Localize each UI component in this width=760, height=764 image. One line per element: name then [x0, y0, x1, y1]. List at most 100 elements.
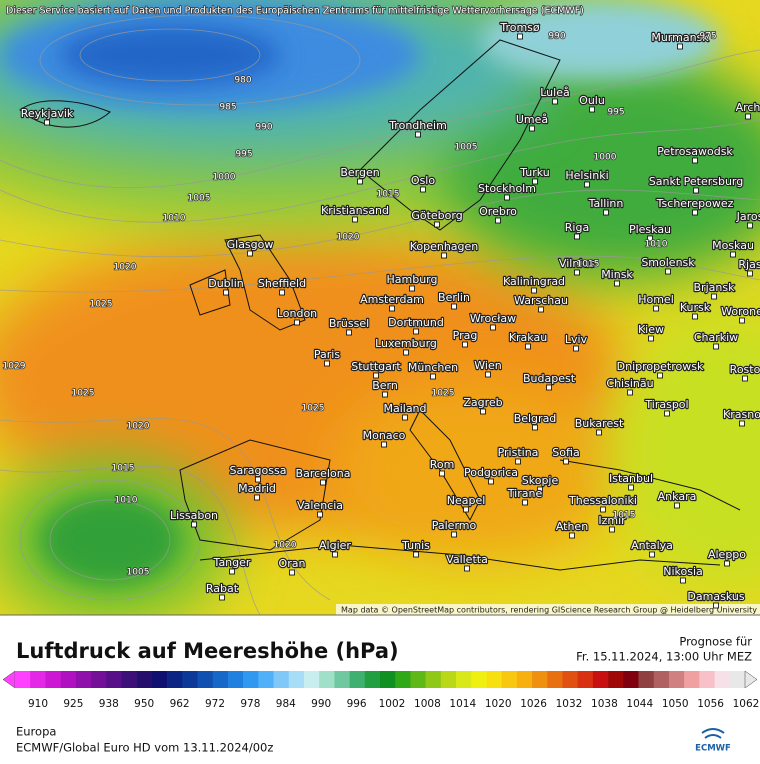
colorbar-segment — [319, 671, 335, 688]
colorbar-segment — [288, 671, 305, 688]
city-marker — [420, 186, 426, 193]
city-marker — [532, 424, 538, 431]
city-label: Kopenhagen — [410, 240, 479, 253]
city-label: Tanger — [213, 556, 251, 569]
colorbar-segment — [486, 671, 502, 688]
forecast-time: Fr. 15.11.2024, 13:00 Uhr MEZ — [576, 650, 752, 664]
colorbar-segment — [684, 671, 700, 688]
city-marker — [609, 526, 615, 533]
city-label: Turku — [519, 166, 550, 179]
city-marker — [674, 502, 680, 509]
colorbar-segment — [592, 671, 609, 688]
colorbar-segment — [608, 671, 624, 688]
city-marker — [742, 375, 748, 382]
colorbar-tick-label: 1002 — [379, 698, 406, 710]
colorbar-tick-label: 1050 — [662, 698, 689, 710]
city-label: Bukarest — [575, 417, 624, 430]
city-label: Prag — [453, 329, 478, 342]
city-marker — [552, 98, 558, 105]
city-marker — [439, 470, 445, 477]
city-marker — [463, 506, 469, 513]
isobar-label: 1005 — [188, 194, 211, 204]
city-marker — [223, 289, 229, 296]
city-label: Pristina — [498, 446, 539, 459]
city-marker — [537, 486, 543, 493]
city-label: Vilnius — [559, 257, 595, 270]
city-marker — [745, 113, 751, 120]
city-marker — [247, 250, 253, 257]
city-label: Monaco — [363, 429, 406, 442]
city-label: Riga — [565, 221, 589, 234]
city-label: London — [277, 307, 317, 320]
colorbar-segment — [638, 671, 655, 688]
city-label: Paris — [314, 348, 340, 361]
city-marker — [413, 551, 419, 558]
city-marker — [332, 551, 338, 558]
city-label: Luleå — [540, 86, 569, 99]
city-label: Bergen — [340, 166, 379, 179]
city-label: Trondheim — [388, 119, 447, 132]
city-label: Pleskau — [629, 223, 671, 236]
city-label: Saragossa — [230, 464, 287, 477]
isobar-label: 995 — [607, 108, 624, 118]
city-marker — [677, 43, 683, 50]
logo-icon — [701, 728, 725, 739]
colorbar-segment — [349, 671, 366, 688]
city-label: Rabat — [206, 582, 239, 595]
city-marker — [464, 565, 470, 572]
city-marker — [451, 303, 457, 310]
colorbar-segment — [699, 671, 715, 688]
colorbar-segment — [91, 671, 107, 688]
city-marker — [191, 521, 197, 528]
colorbar-segment — [410, 671, 426, 688]
city-label: Istanbul — [609, 472, 653, 485]
city-marker — [357, 178, 363, 185]
isobar-label: 1015 — [112, 464, 135, 474]
city-marker — [480, 408, 486, 415]
colorbar-segment — [136, 671, 153, 688]
city-label: Nikosia — [663, 565, 703, 578]
city-label: Tunis — [401, 539, 430, 552]
city-marker — [403, 349, 409, 356]
colorbar-segment — [182, 671, 198, 688]
city-label: Rosto — [730, 363, 760, 376]
city-label: Athen — [556, 520, 588, 533]
isobar-label: 980 — [234, 76, 251, 86]
city-marker — [451, 531, 457, 538]
city-label: Hamburg — [387, 273, 438, 286]
city-label: Minsk — [601, 268, 633, 281]
city-marker — [229, 568, 235, 575]
city-marker — [693, 187, 699, 194]
colorbar-segment — [562, 671, 579, 688]
city-marker — [317, 511, 323, 518]
city-label: Jaros — [736, 210, 760, 223]
colorbar-tick-label: 950 — [134, 698, 154, 710]
colorbar-segment — [668, 671, 685, 688]
city-label: Petrosawodsk — [657, 145, 733, 158]
city-label: Amsterdam — [360, 293, 424, 306]
isobar-label: 1010 — [115, 496, 138, 506]
city-label: Oslo — [411, 174, 435, 187]
city-marker — [653, 305, 659, 312]
city-label: Göteborg — [411, 209, 462, 222]
colorbar-segment — [471, 671, 487, 688]
city-marker — [603, 209, 609, 216]
colorbar-tick-label: 972 — [205, 698, 225, 710]
colorbar-tick-label: 990 — [311, 698, 331, 710]
city-label: Madrid — [238, 482, 276, 495]
city-marker — [664, 410, 670, 417]
colorbar-segment — [227, 671, 244, 688]
colorbar-tick-label: 925 — [63, 698, 83, 710]
city-marker — [517, 33, 523, 40]
city-marker — [381, 441, 387, 448]
city-marker — [532, 178, 538, 185]
city-label: Lissabon — [170, 509, 218, 522]
colorbar-segment — [395, 671, 411, 688]
city-label: Aleppo — [708, 548, 746, 561]
city-label: Chisinău — [606, 377, 653, 390]
city-marker — [529, 125, 535, 132]
city-marker — [441, 252, 447, 259]
city-label: Worone — [721, 305, 760, 318]
city-label: Tiraspol — [644, 398, 688, 411]
